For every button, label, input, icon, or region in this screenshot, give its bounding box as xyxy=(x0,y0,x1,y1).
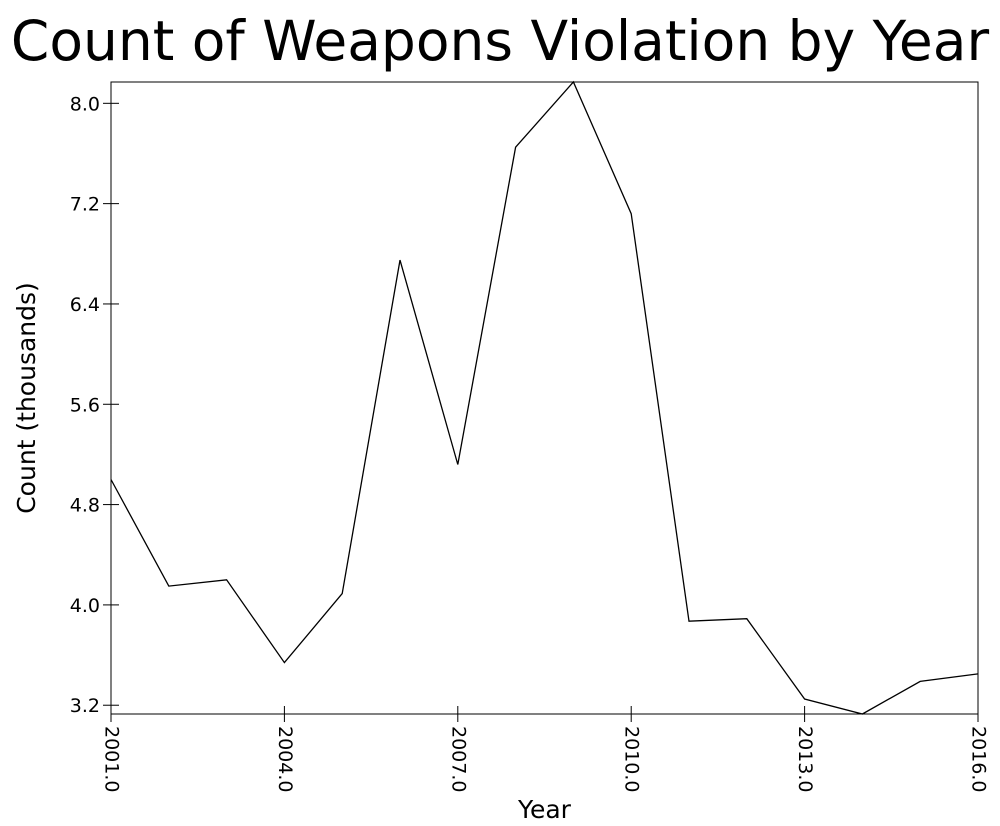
y-tick-label: 4.8 xyxy=(70,495,100,517)
x-axis-label: Year xyxy=(517,795,572,824)
y-tick-label: 5.6 xyxy=(70,394,100,416)
x-tick-label: 2001.0 xyxy=(101,726,123,792)
y-axis-ticks: 3.2 4.0 4.8 5.6 6.4 7.2 8.0 xyxy=(70,93,119,717)
series-line xyxy=(110,80,979,715)
y-axis-label: Count (thousands) xyxy=(12,282,41,514)
chart-title: Count of Weapons Violation by Year xyxy=(10,9,990,73)
x-axis-ticks: 2001.0 2004.0 2007.0 2010.0 2013.0 2016.0 xyxy=(101,706,990,792)
plot-frame xyxy=(110,81,979,715)
y-tick-label: 6.4 xyxy=(70,294,100,316)
data-points xyxy=(111,82,978,714)
x-tick-label: 2013.0 xyxy=(794,726,816,792)
x-tick-label: 2016.0 xyxy=(968,726,990,792)
x-tick-label: 2007.0 xyxy=(447,726,469,792)
y-tick-label: 8.0 xyxy=(70,93,100,115)
y-tick-label: 4.0 xyxy=(70,595,100,617)
x-tick-label: 2004.0 xyxy=(274,726,296,792)
x-tick-label: 2010.0 xyxy=(621,726,643,792)
y-tick-label: 3.2 xyxy=(70,695,100,717)
y-tick-label: 7.2 xyxy=(70,194,100,216)
